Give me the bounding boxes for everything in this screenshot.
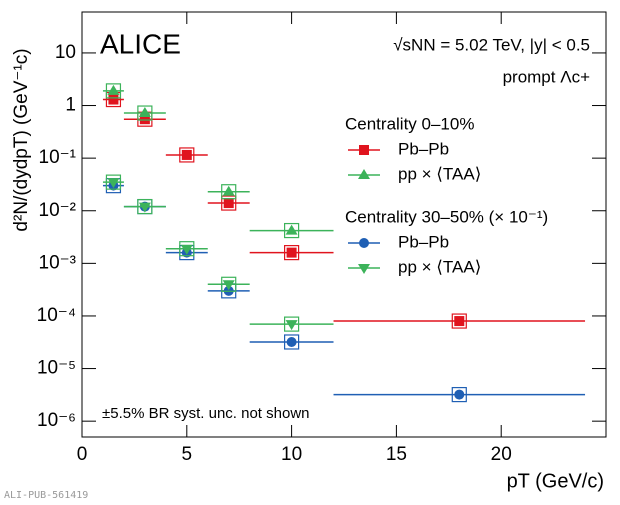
data-point bbox=[223, 198, 234, 209]
y-tick-label: 10⁻⁵ bbox=[37, 358, 76, 379]
data-point bbox=[286, 247, 297, 258]
y-tick-label: 10 bbox=[55, 42, 76, 63]
y-tick-label: 10⁻⁶ bbox=[37, 410, 76, 431]
x-tick-label: 10 bbox=[281, 444, 302, 465]
data-point bbox=[285, 224, 298, 235]
data-point bbox=[138, 202, 151, 213]
data-point bbox=[107, 84, 120, 95]
legend-title: Centrality 30–50% (× 10⁻¹) bbox=[345, 207, 548, 226]
syst-box bbox=[137, 105, 153, 121]
data-point bbox=[181, 149, 192, 160]
syst-box bbox=[179, 241, 195, 257]
legend-marker bbox=[358, 264, 370, 274]
br-note: ±5.5% BR syst. unc. not shown bbox=[102, 405, 310, 422]
y-tick-label: 10⁻³ bbox=[39, 252, 77, 273]
syst-box bbox=[221, 276, 237, 292]
plot-frame bbox=[81, 11, 607, 438]
watermark: ALI-PUB-561419 bbox=[4, 490, 88, 501]
syst-box bbox=[137, 198, 153, 215]
syst-box bbox=[105, 174, 122, 190]
legend-label: pp × ⟨TAA⟩ bbox=[398, 257, 481, 276]
data-point bbox=[285, 320, 298, 331]
legend-marker bbox=[358, 169, 370, 179]
syst-box bbox=[179, 147, 195, 163]
y-axis-label: d²N/(dydpT) (GeV⁻¹c) bbox=[11, 48, 32, 231]
legend-marker bbox=[359, 238, 369, 248]
legend-label: Pb–Pb bbox=[398, 139, 449, 158]
y-tick-label: 1 bbox=[65, 95, 76, 116]
experiment-label: ALICE bbox=[100, 28, 181, 59]
data-point bbox=[222, 185, 235, 196]
legend-marker bbox=[359, 145, 369, 155]
data-point bbox=[138, 107, 151, 118]
syst-box bbox=[221, 195, 237, 211]
x-tick-label: 0 bbox=[77, 444, 88, 465]
data-point bbox=[139, 114, 150, 125]
data-point bbox=[286, 336, 297, 347]
syst-box bbox=[284, 222, 300, 239]
x-tick-label: 20 bbox=[491, 444, 512, 465]
legend-label: pp × ⟨TAA⟩ bbox=[398, 164, 481, 183]
data-point bbox=[454, 389, 465, 400]
syst-box bbox=[105, 83, 122, 99]
x-tick-label: 5 bbox=[182, 444, 193, 465]
y-tick-label: 10⁻⁴ bbox=[37, 305, 76, 326]
data-point bbox=[454, 316, 465, 327]
data-point bbox=[108, 94, 119, 105]
energy-label: √sNN = 5.02 TeV, |y| < 0.5 bbox=[393, 35, 590, 54]
x-tick-label: 15 bbox=[386, 444, 407, 465]
syst-box bbox=[221, 184, 237, 200]
data-point bbox=[222, 280, 235, 291]
syst-box bbox=[451, 386, 467, 403]
syst-box bbox=[284, 334, 300, 350]
y-tick-label: 10⁻¹ bbox=[39, 147, 77, 168]
data-point bbox=[180, 244, 193, 255]
legend-label: Pb–Pb bbox=[398, 232, 449, 251]
data-point bbox=[107, 178, 120, 189]
particle-label: prompt Λc+ bbox=[503, 67, 590, 86]
x-axis-label: pT (GeV/c) bbox=[507, 470, 604, 492]
legend-title: Centrality 0–10% bbox=[345, 114, 474, 133]
syst-box bbox=[284, 316, 300, 332]
y-tick-label: 10⁻² bbox=[39, 200, 77, 221]
syst-box bbox=[451, 313, 467, 329]
syst-box bbox=[284, 245, 300, 261]
